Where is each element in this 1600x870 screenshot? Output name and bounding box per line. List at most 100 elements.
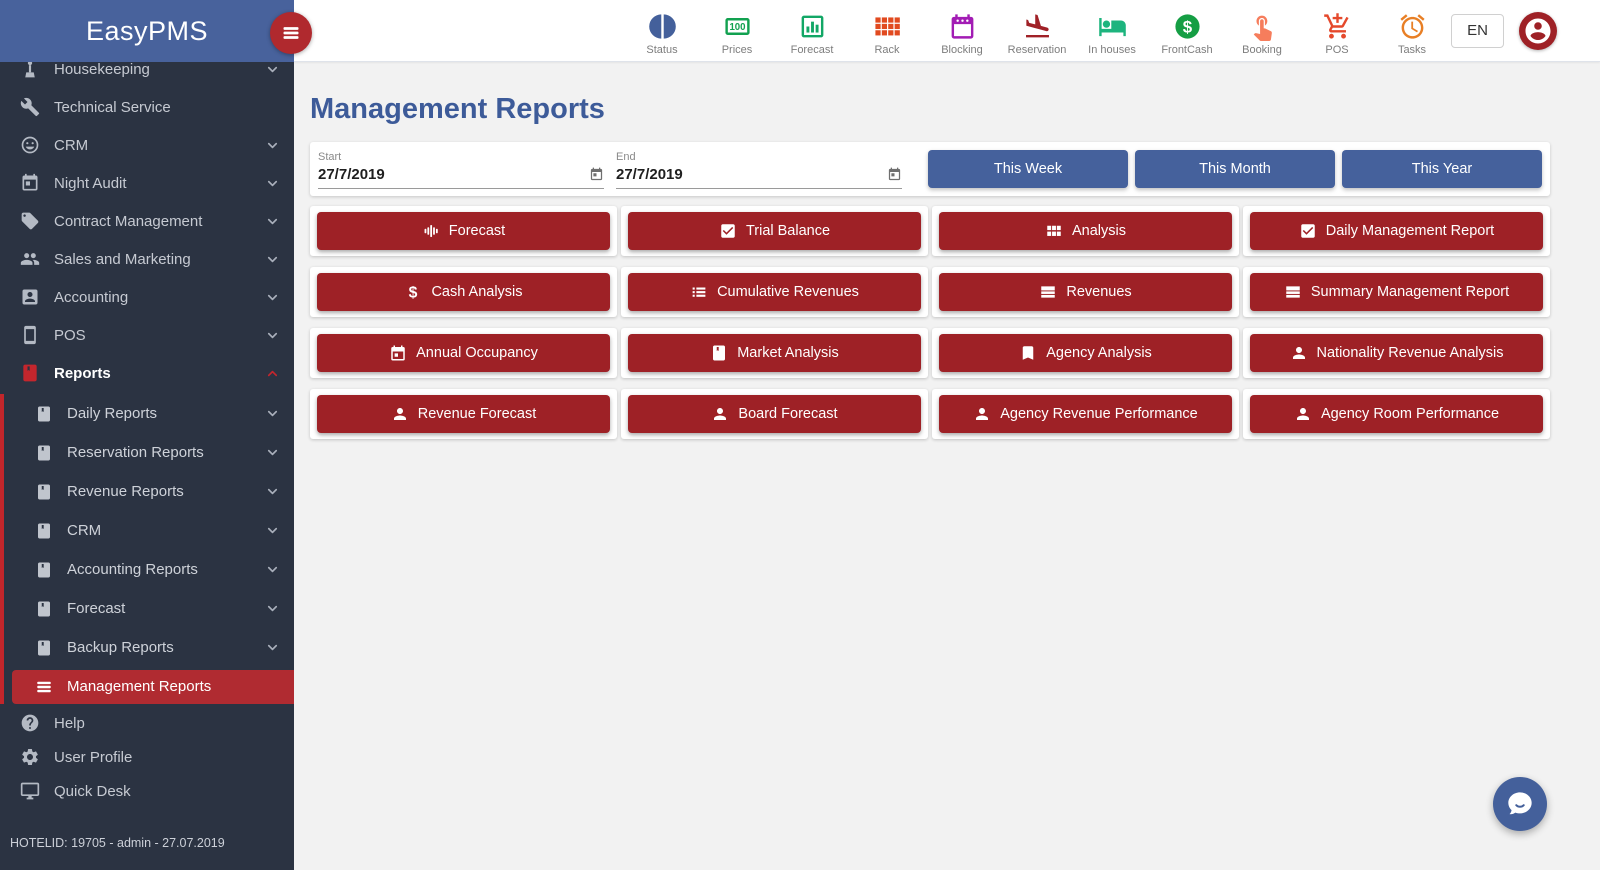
page-title: Management Reports <box>310 93 605 125</box>
sidebar-item-label: Sales and Marketing <box>54 250 191 268</box>
calendar-icon[interactable] <box>887 167 902 182</box>
report-button-nationality-revenue-analysis[interactable]: Nationality Revenue Analysis <box>1250 334 1543 372</box>
start-date-value[interactable]: 27/7/2019 <box>318 166 385 183</box>
person-icon <box>711 405 729 423</box>
end-date-field[interactable]: End 27/7/2019 <box>616 149 902 189</box>
sidebar-item-quick-desk[interactable]: Quick Desk <box>0 774 294 808</box>
user-avatar-button[interactable] <box>1519 11 1557 50</box>
chevron-down-icon <box>265 328 280 343</box>
toolbar-item-label: Blocking <box>941 44 983 56</box>
book-icon <box>710 344 728 362</box>
report-card: Summary Management Report <box>1243 267 1550 317</box>
table-rows-icon <box>1039 283 1057 301</box>
book-icon <box>35 600 53 618</box>
toolbar-item-label: Forecast <box>790 44 834 56</box>
sidebar-item-daily-reports[interactable]: Daily Reports <box>0 394 294 433</box>
sidebar-item-reservation-reports[interactable]: Reservation Reports <box>0 433 294 472</box>
toolbar: Status Prices Forecast Rack Blocking Res… <box>633 5 1441 56</box>
report-button-trial-balance[interactable]: Trial Balance <box>628 212 921 250</box>
hotel-id-status: HOTELID: 19705 - admin - 27.07.2019 <box>10 836 225 850</box>
toolbar-item-pos[interactable]: POS <box>1308 5 1366 56</box>
toolbar-item-label: Status <box>646 44 678 56</box>
calendar-icon[interactable] <box>589 167 604 182</box>
sidebar-item-label: Revenue Reports <box>67 483 184 500</box>
sidebar-item-accounting[interactable]: Accounting <box>0 278 294 316</box>
chevron-down-icon <box>265 62 280 77</box>
this-week-button[interactable]: This Week <box>928 150 1128 188</box>
report-button-forecast[interactable]: Forecast <box>317 212 610 250</box>
sidebar-item-crm[interactable]: CRM <box>0 126 294 164</box>
end-date-value[interactable]: 27/7/2019 <box>616 166 683 183</box>
report-card: Trial Balance <box>621 206 928 256</box>
sidebar-item-sales-and-marketing[interactable]: Sales and Marketing <box>0 240 294 278</box>
sidebar-item-help[interactable]: Help <box>0 706 294 740</box>
sidebar-item-label: Backup Reports <box>67 639 174 656</box>
report-button-cumulative-revenues[interactable]: Cumulative Revenues <box>628 273 921 311</box>
sidebar-item-label: CRM <box>67 522 102 539</box>
chat-fab-button[interactable] <box>1493 777 1547 831</box>
start-date-field[interactable]: Start 27/7/2019 <box>318 149 604 189</box>
report-button-label: Cash Analysis <box>431 284 523 300</box>
topbar: Status Prices Forecast Rack Blocking Res… <box>294 0 1600 62</box>
language-button[interactable]: EN <box>1451 13 1504 48</box>
sidebar-item-management-reports[interactable]: Management Reports <box>12 669 294 704</box>
report-button-cash-analysis[interactable]: Cash Analysis <box>317 273 610 311</box>
account-circle-icon <box>1523 16 1553 46</box>
sidebar-item-backup-reports[interactable]: Backup Reports <box>0 628 294 667</box>
report-button-summary-management-report[interactable]: Summary Management Report <box>1250 273 1543 311</box>
sidebar-item-label: Help <box>54 714 85 732</box>
report-button-board-forecast[interactable]: Board Forecast <box>628 395 921 433</box>
sidebar-item-technical-service[interactable]: Technical Service <box>0 88 294 126</box>
toolbar-item-tasks[interactable]: Tasks <box>1383 5 1441 56</box>
sidebar-item-reports[interactable]: Reports <box>0 354 294 392</box>
chevron-down-icon <box>265 445 280 460</box>
this-year-button[interactable]: This Year <box>1342 150 1542 188</box>
report-card: Revenue Forecast <box>310 389 617 439</box>
wrench-icon <box>20 97 40 117</box>
sidebar-item-crm-reports[interactable]: CRM <box>0 511 294 550</box>
calendar-icon <box>389 344 407 362</box>
chevron-down-icon <box>265 290 280 305</box>
table-rows-icon <box>1284 283 1302 301</box>
toolbar-item-booking[interactable]: Booking <box>1233 5 1291 56</box>
sidebar-item-label: Daily Reports <box>67 405 158 422</box>
sidebar-item-revenue-reports[interactable]: Revenue Reports <box>0 472 294 511</box>
sidebar-item-forecast-reports[interactable]: Forecast <box>0 589 294 628</box>
toolbar-item-frontcash[interactable]: FrontCash <box>1158 5 1216 56</box>
toolbar-item-blocking[interactable]: Blocking <box>933 5 991 56</box>
toolbar-item-reservation[interactable]: Reservation <box>1008 5 1066 56</box>
dollar-circle-icon <box>1173 12 1202 41</box>
sidebar-item-label: Reports <box>54 364 111 382</box>
report-button-agency-revenue-performance[interactable]: Agency Revenue Performance <box>939 395 1232 433</box>
report-button-revenues[interactable]: Revenues <box>939 273 1232 311</box>
sidebar-item-user-profile[interactable]: User Profile <box>0 740 294 774</box>
report-button-annual-occupancy[interactable]: Annual Occupancy <box>317 334 610 372</box>
sidebar-item-contract-management[interactable]: Contract Management <box>0 202 294 240</box>
report-button-revenue-forecast[interactable]: Revenue Forecast <box>317 395 610 433</box>
report-button-analysis[interactable]: Analysis <box>939 212 1232 250</box>
report-button-label: Agency Room Performance <box>1320 406 1500 422</box>
sidebar-item-label: User Profile <box>54 748 133 766</box>
report-button-market-analysis[interactable]: Market Analysis <box>628 334 921 372</box>
toolbar-item-in-houses[interactable]: In houses <box>1083 5 1141 56</box>
menu-toggle-button[interactable] <box>270 12 312 54</box>
sidebar-item-housekeeping[interactable]: Housekeeping <box>0 50 294 88</box>
chevron-down-icon <box>265 406 280 421</box>
help-icon <box>20 713 40 733</box>
sidebar-item-label: Accounting <box>54 288 129 306</box>
sidebar-item-night-audit[interactable]: Night Audit <box>0 164 294 202</box>
reports-grid: Forecast Trial Balance Analysis Daily Ma… <box>310 206 1550 439</box>
report-button-daily-management-report[interactable]: Daily Management Report <box>1250 212 1543 250</box>
toolbar-item-forecast[interactable]: Forecast <box>783 5 841 56</box>
report-button-agency-analysis[interactable]: Agency Analysis <box>939 334 1232 372</box>
toolbar-item-rack[interactable]: Rack <box>858 5 916 56</box>
this-month-button[interactable]: This Month <box>1135 150 1335 188</box>
report-card: Cash Analysis <box>310 267 617 317</box>
sidebar-item-accounting-reports[interactable]: Accounting Reports <box>0 550 294 589</box>
sidebar-item-pos[interactable]: POS <box>0 316 294 354</box>
reports-submenu: Daily Reports Reservation Reports Revenu… <box>0 394 294 704</box>
toolbar-item-prices[interactable]: Prices <box>708 5 766 56</box>
report-button-agency-room-performance[interactable]: Agency Room Performance <box>1250 395 1543 433</box>
main-content: Management Reports Start 27/7/2019 End 2… <box>294 62 1600 870</box>
toolbar-item-status[interactable]: Status <box>633 5 691 56</box>
